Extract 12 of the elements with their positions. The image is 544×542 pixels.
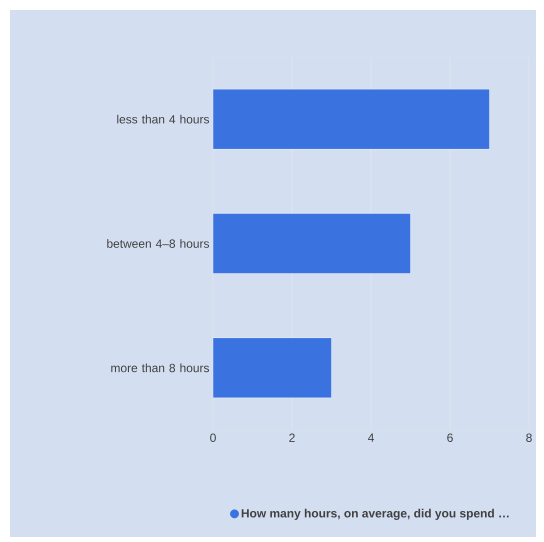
bar <box>213 88 490 150</box>
bar <box>213 338 332 398</box>
legend-label: How many hours, on average, did you spend … <box>242 508 509 520</box>
y-tick-label: less than 4 hours <box>117 114 210 124</box>
y-tick-label: between 4–8 hours <box>107 239 210 248</box>
x-tick-label: 6 <box>447 434 453 442</box>
bar <box>213 213 411 274</box>
x-tick-label: 2 <box>289 434 295 442</box>
x-tick-label: 0 <box>210 434 216 442</box>
x-tick-label: 4 <box>368 434 374 442</box>
x-tick-label: 8 <box>526 434 532 442</box>
y-tick-label: more than 8 hours <box>111 363 210 372</box>
